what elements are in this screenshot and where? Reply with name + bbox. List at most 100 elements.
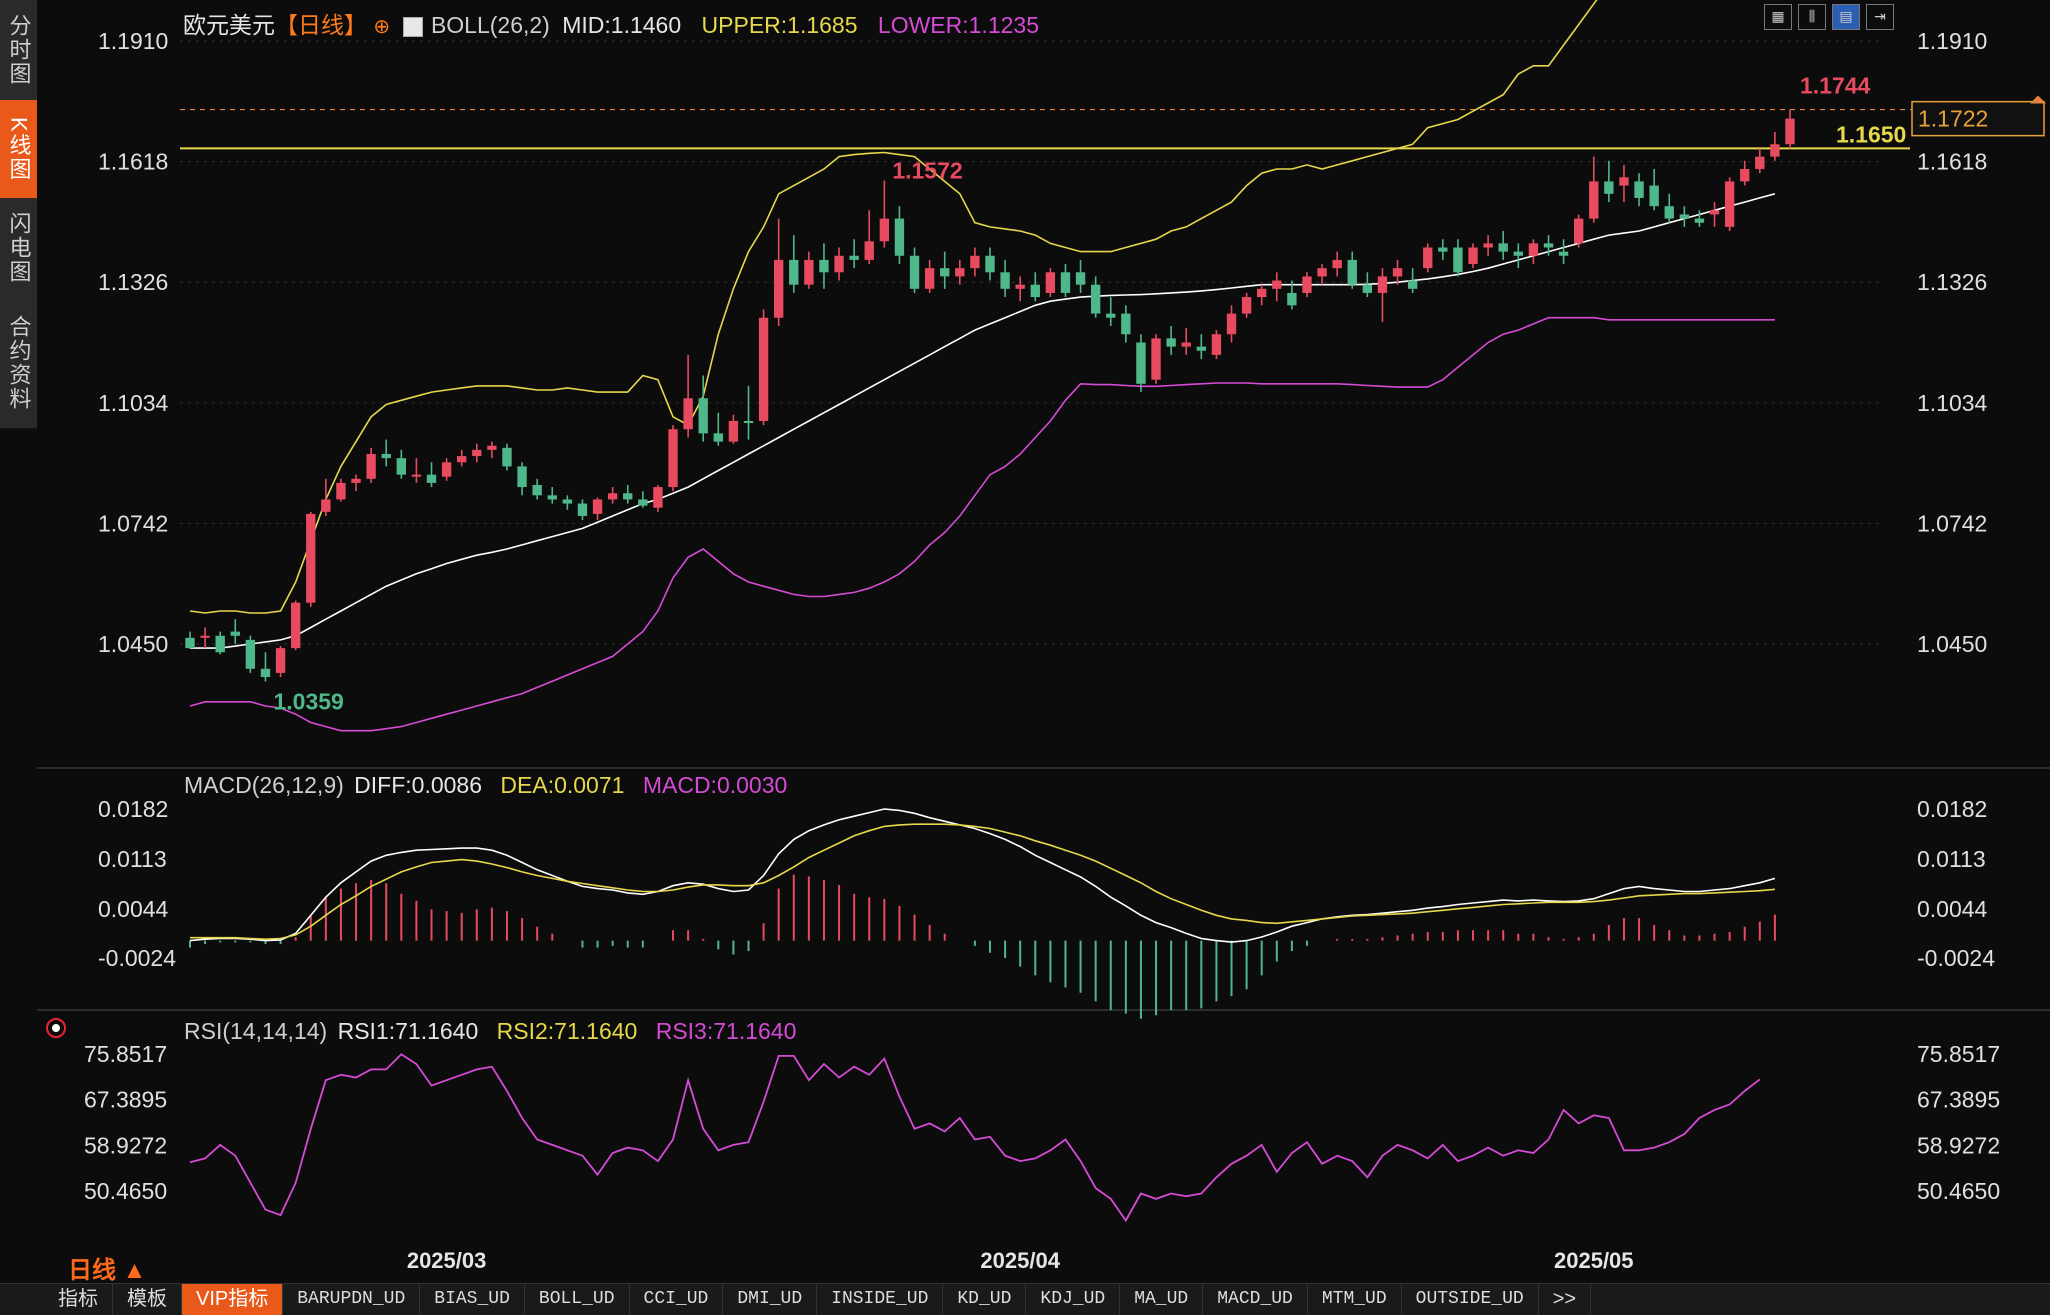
tab-cci-ud[interactable]: CCI_UD — [630, 1284, 724, 1315]
candle-up — [1272, 280, 1282, 289]
tab-kd-ud[interactable]: KD_UD — [943, 1284, 1027, 1315]
candle-down — [547, 495, 557, 500]
candle-up — [1755, 156, 1765, 170]
candle-down — [532, 484, 542, 496]
tab-mtm-ud[interactable]: MTM_UD — [1308, 1284, 1402, 1315]
candle-down — [215, 635, 225, 653]
macd-axis-right-label: 0.0182 — [1917, 796, 1987, 822]
candle-down — [638, 499, 648, 506]
period-low-label: 1.0359 — [273, 689, 343, 715]
candle-up — [774, 259, 784, 318]
tab-vip-indicators[interactable]: VIP指标 — [182, 1284, 284, 1315]
price-axis-left-label: 1.1618 — [98, 149, 168, 175]
macd-diff: DIFF:0.0086 — [354, 772, 483, 798]
export-icon[interactable]: ⇥ — [1866, 4, 1894, 30]
candle-down — [819, 259, 829, 273]
candle-up — [955, 268, 965, 277]
layout-grid-icon[interactable]: ▦ — [1764, 4, 1792, 30]
tab-templates[interactable]: 模板 — [113, 1284, 182, 1315]
chart-toolbar: ▦ ⫼ ▤ ⇥ — [1764, 4, 1894, 30]
candle-down — [789, 259, 799, 285]
candle-down — [396, 458, 406, 475]
macd-header: MACD(26,12,9) DIFF:0.0086 DEA:0.0071 MAC… — [184, 772, 787, 799]
candle-down — [713, 433, 723, 442]
compare-icon[interactable]: ⫼ — [1798, 4, 1826, 30]
tab-dmi-ud[interactable]: DMI_UD — [723, 1284, 818, 1315]
sidebar-tab-timeshare[interactable]: 分时图 — [0, 0, 37, 102]
candle-up — [1317, 268, 1327, 277]
price-axis-right-label: 1.0742 — [1917, 510, 1987, 536]
rsi-axis-left-label: 75.8517 — [84, 1041, 167, 1067]
tab-kdj-ud[interactable]: KDJ_UD — [1026, 1284, 1121, 1315]
tab-ma-ud[interactable]: MA_UD — [1120, 1284, 1204, 1315]
candle-up — [1392, 268, 1403, 277]
candle-down — [1030, 284, 1040, 298]
candle-up — [1211, 334, 1222, 355]
candle-down — [1558, 251, 1569, 256]
boll-indicator-icon[interactable] — [402, 16, 423, 37]
macd-axis-left-label: 0.0182 — [98, 796, 168, 822]
candle-up — [1724, 181, 1735, 227]
indicator-tab-bar: 指标 模板 VIP指标 BARUPDN_UD BIAS_UD BOLL_UD C… — [0, 1283, 2050, 1315]
candle-down — [1136, 342, 1146, 384]
candle-down — [1000, 272, 1010, 289]
candle-up — [1740, 169, 1750, 182]
sidebar-tab-contract-info[interactable]: 合约资料 — [0, 298, 37, 430]
candle-down — [381, 454, 391, 459]
candle-up — [864, 241, 874, 260]
period-selector[interactable]: 日线 ▲ — [68, 1257, 147, 1284]
boll-lower: LOWER:1.1235 — [877, 12, 1039, 38]
macd-value: MACD:0.0030 — [642, 772, 788, 798]
sidebar-tab-kline[interactable]: K线图 — [0, 100, 37, 200]
candle-up — [1483, 243, 1493, 248]
candle-up — [1619, 177, 1629, 186]
boll-upper-line — [189, 0, 1598, 614]
candle-up — [1045, 272, 1056, 293]
candle-up — [1574, 218, 1584, 244]
candle-down — [426, 474, 437, 483]
alert-icon[interactable] — [46, 1018, 66, 1038]
macd-dea-line — [190, 823, 1775, 941]
candle-down — [1347, 259, 1357, 285]
candle-up — [1468, 247, 1478, 265]
tab-macd-ud[interactable]: MACD_UD — [1203, 1284, 1308, 1315]
rsi-axis-left-label: 50.4650 — [84, 1178, 167, 1204]
candle-down — [1649, 185, 1659, 207]
candle-up — [879, 218, 890, 242]
candle-down — [517, 466, 527, 488]
candle-up — [1785, 118, 1795, 145]
macd-axis-left-label: 0.0113 — [98, 846, 167, 872]
tab-bias-ud[interactable]: BIAS_UD — [420, 1284, 525, 1315]
candle-up — [1770, 144, 1780, 157]
price-axis-right-label: 1.1910 — [1917, 28, 1987, 54]
target-icon[interactable]: ⊕ — [373, 16, 391, 38]
boll-lower-line — [189, 316, 1775, 732]
price-axis-right-label: 1.1326 — [1917, 269, 1987, 295]
candle-up — [834, 255, 844, 273]
candle-down — [1498, 243, 1508, 252]
rsi-axis-left-label: 58.9272 — [84, 1132, 167, 1158]
tab-outside-ud[interactable]: OUTSIDE_UD — [1402, 1284, 1539, 1315]
candle-down — [1060, 272, 1071, 293]
boll-name: BOLL(26,2) — [430, 12, 550, 38]
period-high-label: 1.1572 — [892, 158, 962, 184]
candle-up — [275, 648, 286, 673]
price-axis-left-label: 1.1326 — [98, 269, 168, 295]
candle-up — [472, 449, 482, 457]
tab-indicators[interactable]: 指标 — [0, 1284, 113, 1315]
price-axis-right-label: 1.0450 — [1917, 631, 1987, 657]
candle-up — [924, 268, 935, 289]
candle-up — [457, 456, 467, 463]
candle-up — [728, 420, 739, 442]
candle-up — [366, 454, 376, 479]
rsi-line — [189, 1053, 1761, 1223]
tab-inside-ud[interactable]: INSIDE_UD — [817, 1284, 944, 1315]
tab-boll-ud[interactable]: BOLL_UD — [525, 1284, 630, 1315]
candle-down — [1196, 346, 1206, 351]
tab-more[interactable]: >> — [1539, 1284, 1592, 1315]
tab-barupdn-ud[interactable]: BARUPDN_UD — [283, 1284, 421, 1315]
candle-up — [653, 487, 663, 508]
chart-type-icon[interactable]: ▤ — [1832, 4, 1860, 30]
sidebar-tab-flash[interactable]: 闪电图 — [0, 198, 37, 300]
